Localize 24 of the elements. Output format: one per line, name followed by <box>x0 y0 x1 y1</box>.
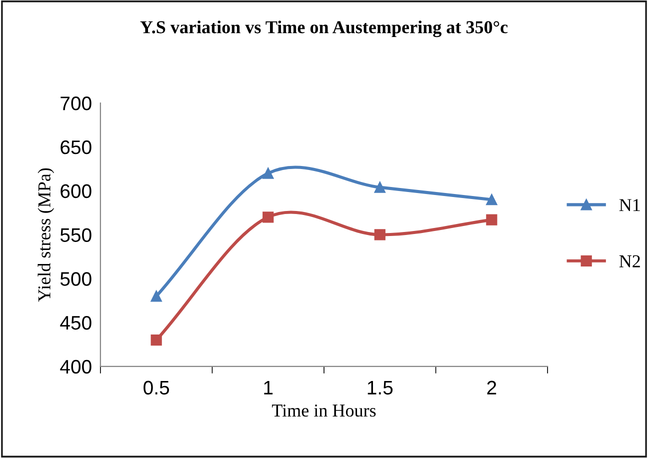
x-axis-title: Time in Hours <box>272 404 376 417</box>
y-tick-label: 650 <box>60 140 92 154</box>
legend-label: N1 <box>619 199 640 212</box>
point <box>374 229 386 240</box>
y-axis-title: Yield stress (MPa) <box>38 168 54 302</box>
y-tick-label: 700 <box>60 96 92 110</box>
point <box>262 168 274 179</box>
x-tick-label: 2 <box>487 380 496 394</box>
point <box>262 212 274 223</box>
point <box>374 182 386 193</box>
y-tick-label: 600 <box>60 184 92 198</box>
y-tick-label: 450 <box>60 316 92 330</box>
y-tick-label: 550 <box>60 228 92 242</box>
legend-label: N2 <box>619 255 640 268</box>
y-tick-label: 500 <box>60 272 92 286</box>
x-tick-label: 1 <box>264 381 273 394</box>
point <box>486 194 498 206</box>
chart-title: Y.S variation vs Time on Austempering at 350°c <box>140 20 508 38</box>
y-tick-label: 400 <box>60 360 92 374</box>
x-tick-label: 1.5 <box>368 381 393 395</box>
point <box>486 214 498 226</box>
point <box>150 290 162 302</box>
point <box>150 334 162 346</box>
x-tick-label: 0.5 <box>144 380 170 395</box>
